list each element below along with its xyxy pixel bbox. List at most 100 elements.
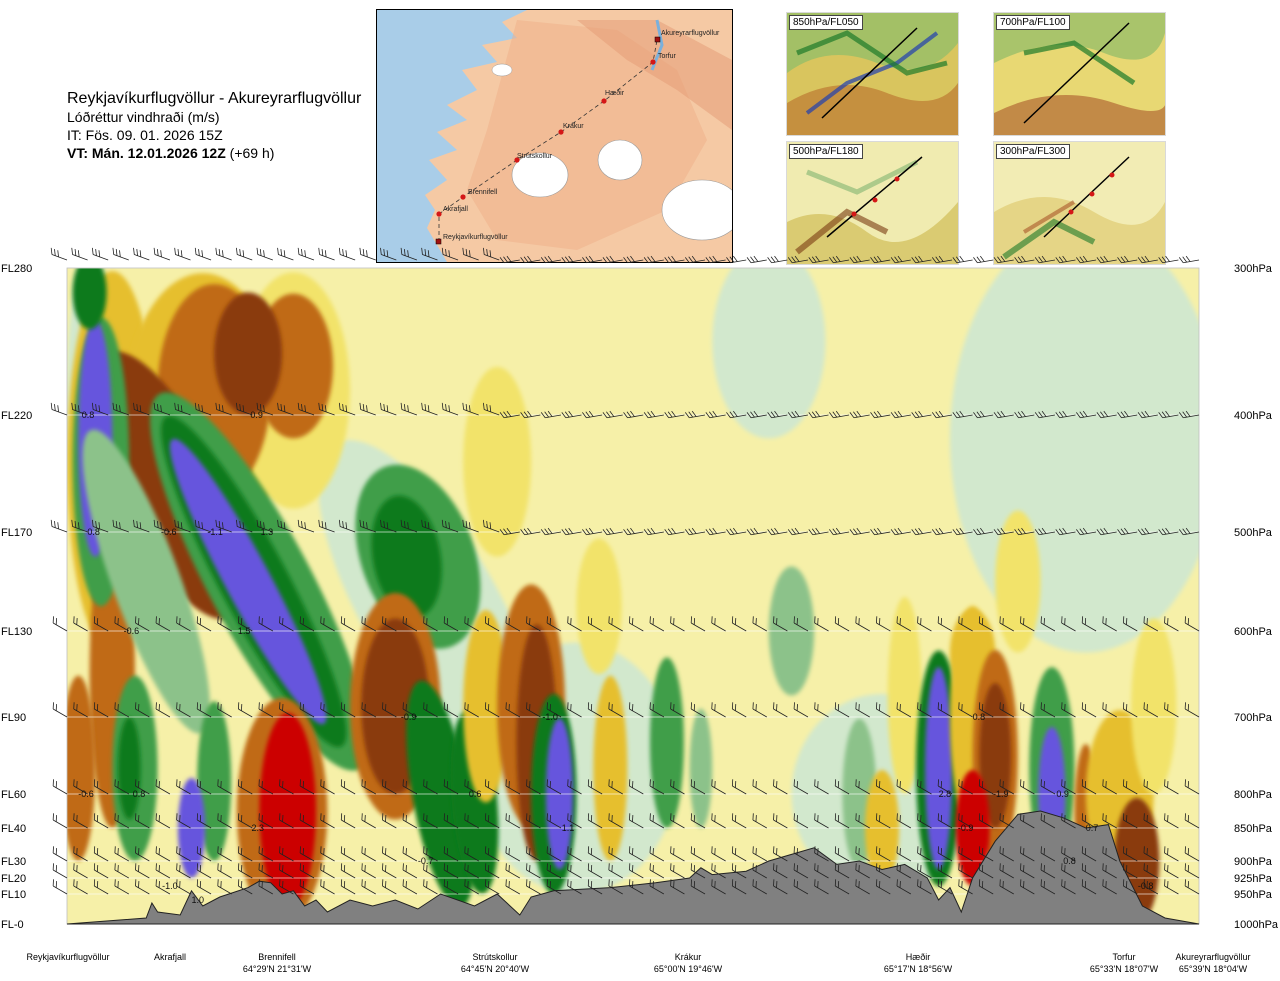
wind-barb [1184, 779, 1200, 795]
wind-barb [643, 410, 664, 419]
wind-barb [133, 402, 150, 416]
wind-barb [484, 779, 500, 795]
thumbnail-300hpa[interactable]: 300hPa/FL300 [993, 141, 1166, 265]
wind-barb [876, 846, 891, 862]
wind-barb [73, 702, 88, 718]
wind-barb [320, 616, 335, 632]
wind-barb [338, 519, 356, 533]
wind-barb [114, 863, 129, 879]
wind-barb [215, 247, 232, 261]
wind-barb [277, 519, 294, 533]
wind-barb [876, 702, 891, 718]
wind-barb [112, 519, 129, 533]
wind-barb [155, 813, 171, 829]
wind-barb [217, 702, 232, 718]
wind-barb [153, 247, 171, 261]
wind-barb [999, 616, 1014, 632]
wind-barb [484, 846, 500, 862]
wind-barb [876, 863, 891, 879]
wind-barb [423, 863, 438, 879]
wind-barb [1164, 879, 1179, 895]
wind-barb [484, 813, 500, 829]
wind-barb [52, 863, 68, 879]
thumbnail-700hpa[interactable]: 700hPa/FL100 [993, 12, 1166, 136]
wind-barb [279, 616, 294, 632]
wind-barb [93, 813, 109, 829]
wind-barb [464, 779, 479, 795]
wind-barb [73, 779, 88, 795]
wind-barb [1102, 879, 1117, 895]
station-coord: 65°39'N 18°04'W [1178, 964, 1248, 974]
wind-barb [834, 702, 850, 718]
wind-barb [320, 779, 335, 795]
wind-barb [340, 779, 356, 795]
wind-barb [483, 519, 500, 533]
wind-barb [978, 702, 994, 718]
value-label: 2.8 [939, 789, 952, 799]
wind-barb [423, 846, 438, 862]
wind-barb [279, 813, 294, 829]
product-title: Lóðréttur vindhraði (m/s) [67, 109, 220, 125]
wind-barb [421, 402, 438, 416]
wind-barb [176, 813, 191, 829]
flight-level-label: FL280 [1, 263, 32, 275]
wind-barb [256, 402, 273, 416]
station-name: Reykjavíkurflugvöllur [26, 952, 110, 962]
wind-barb [318, 247, 335, 261]
value-labels: 0.8 0.9 0.8 -0.6 -1.1 1.3 -0.6 1.5 -0.9 -1.0 0.8 -0… [78, 410, 1153, 905]
wind-barb [849, 527, 870, 536]
wind-barb [561, 255, 582, 264]
wind-barb [649, 879, 665, 895]
wind-barb [752, 702, 767, 718]
wind-barb [814, 702, 829, 718]
wind-barb [526, 846, 541, 862]
wind-barb [236, 402, 253, 416]
thumbnail-850hpa[interactable]: 850hPa/FL050 [786, 12, 959, 136]
wind-barb [958, 879, 973, 895]
wind-barb [279, 863, 294, 879]
wind-barb [443, 702, 459, 718]
wind-barb [870, 410, 891, 419]
wind-barb [526, 863, 541, 879]
route-title: Reykjavíkurflugvöllur - Akureyrarflugvöl… [67, 90, 362, 107]
wind-barb [258, 813, 274, 829]
wind-barb [567, 846, 582, 862]
wind-barb [937, 846, 953, 862]
wind-barb [196, 616, 212, 632]
wind-barb [890, 410, 911, 419]
waypoint-marker [514, 157, 520, 163]
wind-barb [670, 879, 685, 895]
wind-barb [937, 813, 953, 829]
wind-barb [73, 879, 88, 895]
wind-barb [91, 247, 109, 261]
wind-barb [690, 779, 706, 795]
waypoint-marker [650, 59, 656, 65]
wind-barb [114, 879, 129, 895]
wind-barb [277, 402, 294, 416]
wind-barb [217, 779, 232, 795]
wind-barb [1122, 702, 1138, 718]
flight-level-axis: FL280 FL220 FL170 FL130 FL90 FL60 FL40 FL30 FL20… [1, 263, 32, 931]
wind-barb [526, 616, 541, 632]
wind-barb [931, 527, 953, 536]
wind-barb [684, 410, 706, 419]
wind-barb [382, 846, 397, 862]
station-name: Torfur [1112, 952, 1136, 962]
velocity-contour [197, 701, 232, 862]
thumbnail-500hpa[interactable]: 500hPa/FL180 [786, 141, 959, 265]
wind-barb [499, 255, 520, 264]
station-name: Akrafjall [153, 952, 186, 962]
wind-barb [1096, 410, 1117, 419]
initial-time: IT: Fös. 09. 01. 2026 15Z [67, 127, 223, 143]
pressure-level-label: 300hPa [1234, 263, 1273, 275]
wind-barb [958, 846, 973, 862]
pressure-level-label: 925hPa [1234, 873, 1273, 885]
wind-barb [217, 813, 232, 829]
wind-barb [215, 402, 232, 416]
wind-barb [1122, 863, 1138, 879]
wind-barb [567, 879, 582, 895]
wind-barb [649, 846, 665, 862]
wind-barb [705, 410, 726, 419]
wind-barb [1102, 813, 1117, 829]
